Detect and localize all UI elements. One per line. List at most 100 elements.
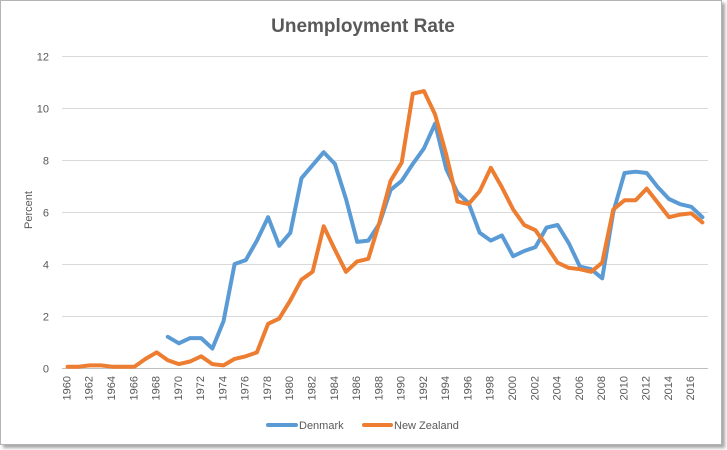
new-zealand-data-point: [244, 354, 248, 358]
new-zealand-data-point: [188, 360, 192, 363]
denmark-data-point: [422, 146, 426, 150]
new-zealand-data-point: [355, 259, 359, 263]
x-tick-label: 1960: [62, 376, 74, 400]
new-zealand-data-point: [300, 278, 303, 282]
denmark-data-point: [444, 167, 448, 171]
x-tick-label: 1972: [195, 376, 207, 400]
denmark-data-point: [255, 239, 259, 243]
x-tick-label: 1982: [307, 376, 319, 400]
series-new-zealand: [65, 89, 705, 369]
new-zealand-data-point: [578, 267, 582, 271]
legend-label-new-zealand: New Zealand: [394, 420, 459, 432]
denmark-data-point: [199, 336, 203, 340]
denmark-data-point: [489, 239, 493, 243]
x-tick-label: 2010: [618, 376, 630, 400]
denmark-data-point: [288, 231, 292, 235]
denmark-data-point: [545, 226, 548, 230]
x-tick-label: 1962: [84, 376, 96, 400]
x-tick-label: 1988: [373, 376, 385, 400]
x-tick-label: 1974: [217, 376, 229, 400]
denmark-data-point: [366, 239, 370, 243]
x-tick-label: 1968: [151, 376, 163, 400]
x-tick-label: 1970: [173, 376, 185, 400]
new-zealand-data-point: [611, 207, 615, 211]
x-tick-label: 2014: [663, 376, 675, 400]
legend: Denmark New Zealand: [266, 420, 459, 432]
new-zealand-data-point: [455, 200, 459, 204]
new-zealand-data-point: [366, 257, 370, 261]
new-zealand-data-point: [600, 261, 604, 265]
denmark-data-point: [645, 171, 649, 175]
new-zealand-data-point: [132, 365, 136, 369]
denmark-data-point: [600, 276, 604, 280]
new-zealand-data-point: [255, 350, 259, 354]
denmark-data-point: [188, 336, 192, 340]
new-zealand-data-point: [121, 365, 125, 369]
chart-title: Unemployment Rate: [271, 16, 455, 37]
new-zealand-data-point: [689, 211, 693, 215]
denmark-data-point: [533, 245, 537, 249]
new-zealand-data-point: [511, 207, 515, 211]
denmark-data-point: [177, 341, 181, 345]
new-zealand-data-point: [99, 363, 103, 367]
new-zealand-data-point: [623, 198, 626, 202]
x-tick-label: 1976: [240, 376, 252, 400]
new-zealand-data-point: [210, 362, 214, 366]
new-zealand-data-point: [589, 270, 593, 274]
denmark-data-point: [689, 205, 693, 209]
new-zealand-data-point: [556, 261, 560, 265]
denmark-data-point: [233, 262, 237, 266]
new-zealand-data-point: [678, 213, 682, 217]
new-zealand-data-point: [77, 365, 81, 369]
new-zealand-data-point: [567, 266, 571, 270]
new-zealand-data-point: [311, 270, 315, 274]
new-zealand-data-point: [422, 89, 426, 93]
new-zealand-data-point: [645, 187, 649, 191]
x-tick-label: 1980: [284, 376, 296, 400]
x-tick-label: 2012: [641, 376, 653, 400]
new-zealand-data-point: [533, 228, 537, 232]
denmark-data-point: [277, 244, 281, 248]
new-zealand-data-point: [66, 365, 70, 369]
denmark-data-point: [244, 258, 248, 262]
denmark-data-point: [700, 215, 704, 219]
new-zealand-data-point: [177, 362, 181, 366]
x-tick-label: 1964: [106, 376, 118, 400]
new-zealand-data-point: [288, 298, 292, 302]
x-tick-label: 1984: [329, 376, 341, 400]
new-zealand-data-point: [377, 220, 381, 224]
denmark-data-point: [355, 240, 359, 244]
new-zealand-data-point: [277, 317, 281, 321]
denmark-data-point: [478, 231, 482, 235]
new-zealand-data-point: [411, 92, 415, 96]
series-line-denmark: [165, 121, 705, 351]
new-zealand-data-point: [545, 244, 548, 248]
new-zealand-data-point: [489, 166, 493, 170]
denmark-data-point: [411, 162, 415, 166]
x-axis-ticks: 1960 1962 1964 1966 1968 1970 1972 1974 1976 1978…: [62, 376, 698, 400]
denmark-data-point: [333, 162, 337, 166]
denmark-data-point: [344, 197, 348, 201]
new-zealand-data-point: [634, 198, 638, 202]
gridlines: [62, 56, 708, 369]
denmark-data-point: [322, 150, 326, 154]
denmark-data-point: [656, 185, 660, 189]
y-tick-label: 10: [37, 104, 49, 116]
series-denmark: [165, 121, 705, 351]
x-tick-label: 2008: [596, 376, 608, 400]
x-tick-label: 1966: [128, 376, 140, 400]
new-zealand-data-point: [700, 220, 704, 224]
denmark-data-point: [522, 249, 526, 253]
denmark-data-point: [678, 202, 682, 206]
denmark-data-point: [556, 223, 560, 227]
new-zealand-data-point: [88, 363, 92, 367]
y-tick-label: 12: [37, 52, 49, 64]
new-zealand-data-point: [467, 202, 470, 206]
x-tick-label: 1986: [351, 376, 363, 400]
x-tick-label: 2006: [574, 376, 586, 400]
series-line-new-zealand: [65, 89, 705, 369]
new-zealand-data-point: [110, 365, 114, 369]
new-zealand-data-point: [656, 201, 660, 205]
